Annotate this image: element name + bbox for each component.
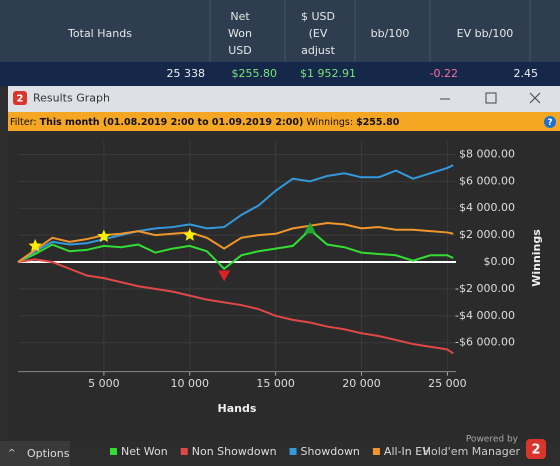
help-button[interactable]	[544, 116, 556, 128]
column-header: Total Hands	[67, 27, 132, 40]
cell-value: 25 338	[167, 67, 206, 80]
window-titlebar	[8, 86, 560, 112]
window-icon	[13, 91, 27, 105]
options-caret: ^	[8, 449, 16, 459]
y-tick-label: $8 000.00	[459, 147, 515, 160]
series-line	[17, 164, 454, 263]
help-icon: ?	[547, 118, 552, 128]
brand: Hold'em Manager	[423, 445, 521, 458]
y-tick-label: $4 000.00	[459, 201, 515, 214]
column-header: USD	[228, 44, 252, 57]
y-axis-title: Winnings	[530, 229, 543, 287]
legend-swatch	[289, 448, 297, 455]
filter-bar	[8, 112, 560, 131]
x-tick-label: 20 000	[342, 377, 381, 390]
column-header: $ USD	[301, 10, 335, 23]
x-tick-label: 10 000	[171, 377, 210, 390]
filter-period: This month (01.08.2019 2:00 to 01.09.201…	[40, 117, 304, 128]
column-header: EV bb/100	[457, 27, 514, 40]
marker	[218, 270, 231, 282]
marker	[97, 229, 111, 243]
filter-label: Filter:	[10, 117, 37, 128]
series-line	[17, 228, 454, 271]
column-header: Won	[228, 27, 252, 40]
maximize-button[interactable]	[485, 92, 497, 104]
brand-logo	[526, 439, 546, 459]
y-tick-label: $2 000.00	[459, 228, 515, 241]
y-tick-label: -$6 000.00	[455, 336, 515, 349]
cell-value: $255.80	[232, 67, 278, 80]
window-title: Results Graph	[33, 92, 110, 105]
cell-value: $1 952.91	[300, 67, 356, 80]
legend-label: All-In EV	[384, 445, 430, 458]
y-tick-label: -$2 000.00	[455, 282, 515, 295]
x-tick-label: 25 000	[428, 377, 467, 390]
options-button[interactable]	[0, 441, 70, 466]
cell-value: 2.45	[514, 67, 539, 80]
legend-swatch	[372, 448, 380, 455]
close-button[interactable]	[529, 92, 541, 104]
series-line	[17, 258, 454, 355]
y-tick-label: $0.00	[484, 255, 516, 268]
marker	[304, 222, 316, 234]
column-header: (EV	[309, 27, 328, 40]
window-icon-text: 2	[17, 94, 24, 105]
options-label: Options	[27, 447, 70, 460]
column-header: adjust	[301, 44, 335, 57]
legend-swatch	[180, 448, 188, 455]
legend-label: Showdown	[301, 445, 360, 458]
x-axis-title: Hands	[218, 402, 257, 415]
filter-text: Filter: This month (01.08.2019 2:00 to 0…	[10, 117, 400, 128]
legend-swatch	[110, 448, 117, 455]
column-header: bb/100	[371, 27, 410, 40]
series-line	[17, 222, 454, 263]
x-tick-label: 5 000	[88, 377, 120, 390]
cell-value: -0.22	[430, 67, 458, 80]
marker	[183, 228, 197, 241]
winnings-label: Winnings:	[306, 117, 353, 128]
table-header	[0, 0, 560, 62]
powered-by: Powered by	[466, 435, 519, 445]
brand-logo-text: 2	[531, 443, 540, 458]
legend-label: Net Won	[121, 445, 168, 458]
legend-label: Non Showdown	[192, 445, 277, 458]
y-tick-label: -$4 000.00	[455, 309, 515, 322]
y-tick-label: $6 000.00	[459, 174, 515, 187]
winnings: $255.80	[356, 117, 400, 128]
x-tick-label: 15 000	[256, 377, 295, 390]
column-header: Net	[230, 10, 250, 23]
chart-area	[8, 131, 560, 441]
marker	[28, 238, 42, 252]
table-row	[0, 62, 560, 86]
